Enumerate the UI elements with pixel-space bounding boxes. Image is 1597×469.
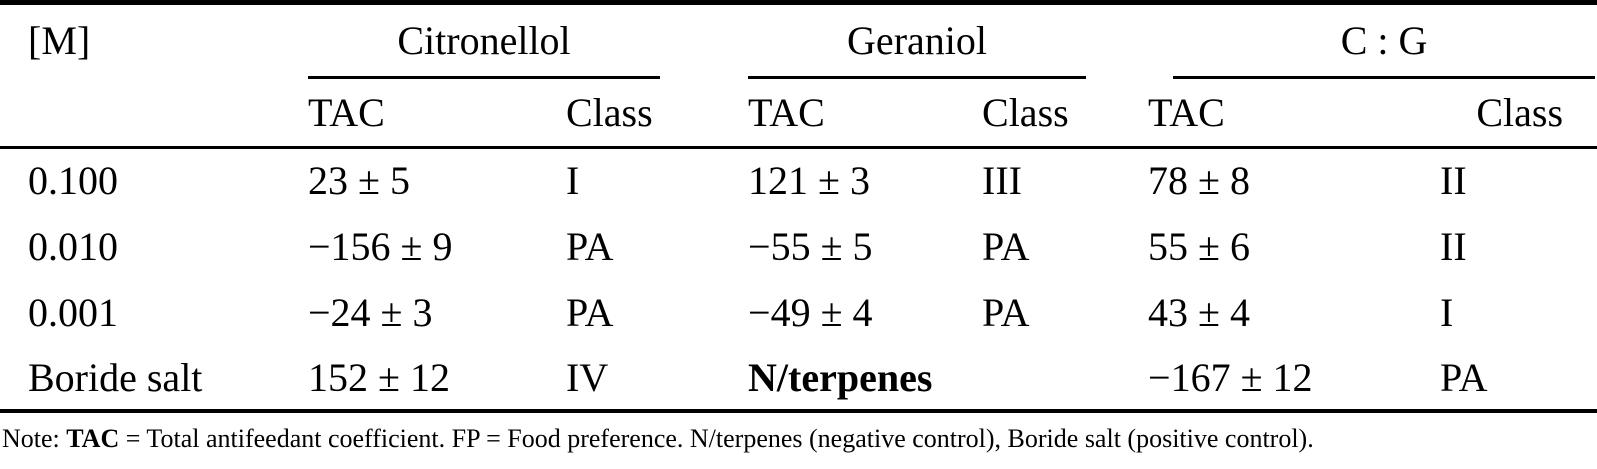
table-row-0010: 0.010 −156 ± 9 PA −55 ± 5 PA 55 ± 6 II <box>0 213 1597 279</box>
subheader-geraniol-tac: TAC <box>748 79 983 149</box>
cg-tac-value: 55 ± 6 <box>1148 223 1250 269</box>
citronellol-tac-value: −24 ± 3 <box>308 289 433 335</box>
citronellol-class-value: I <box>566 158 580 204</box>
group-label-citronellol: Citronellol <box>308 5 661 79</box>
cg-class-value: I <box>1440 289 1454 335</box>
cg-class-value: II <box>1440 158 1467 204</box>
group-header-citronellol: Citronellol <box>308 3 748 79</box>
row-label: 0.010 <box>28 223 118 269</box>
subheader-cg-class: Class <box>1440 79 1597 149</box>
row-label: 0.100 <box>28 158 118 204</box>
table-note: Note: TAC = Total antifeedant coefficien… <box>0 420 1597 458</box>
group-label-geraniol: Geraniol <box>748 5 1087 79</box>
geraniol-tac-value: 121 ± 3 <box>748 158 870 204</box>
table-row-boride-salt: Boride salt 152 ± 12 IV N/terpenes −167 … <box>0 345 1597 413</box>
geraniol-tac-value: −49 ± 4 <box>748 289 873 335</box>
subheader-geraniol-class: Class <box>982 79 1149 149</box>
cg-tac-value: 78 ± 8 <box>1148 158 1250 204</box>
geraniol-merged-value: N/terpenes <box>748 345 1149 413</box>
note-prefix: Note: <box>2 424 67 453</box>
row-label: Boride salt <box>0 345 308 413</box>
table-row-0001: 0.001 −24 ± 3 PA −49 ± 4 PA 43 ± 4 I <box>0 279 1597 345</box>
cg-tac-value: 43 ± 4 <box>1148 289 1250 335</box>
citronellol-class-value: PA <box>566 289 614 335</box>
citronellol-tac-value: −156 ± 9 <box>308 223 453 269</box>
cg-class-value: PA <box>1440 345 1597 413</box>
note-bold-term: TAC <box>66 424 120 453</box>
row-label: 0.001 <box>28 289 118 335</box>
geraniol-class-value: PA <box>982 289 1030 335</box>
corner-header-molarity: [M] <box>0 2 308 149</box>
geraniol-tac-value: −55 ± 5 <box>748 223 873 269</box>
cg-tac-value: −167 ± 12 <box>1148 345 1441 413</box>
group-header-geraniol: Geraniol <box>748 3 1148 79</box>
subheader-citronellol-tac: TAC <box>308 79 566 149</box>
note-rest: = Total antifeedant coefficient. FP = Fo… <box>119 424 1314 453</box>
table-row-0100: 0.100 23 ± 5 I 121 ± 3 III 78 ± 8 II <box>0 147 1597 213</box>
group-header-row: [M] Citronellol Geraniol C : G <box>0 2 1597 149</box>
citronellol-class-value: IV <box>566 345 749 413</box>
citronellol-tac-value: 152 ± 12 <box>308 345 566 413</box>
results-table: [M] Citronellol Geraniol C : G TAC Class… <box>0 0 1597 413</box>
citronellol-tac-value: 23 ± 5 <box>308 158 410 204</box>
subheader-cg-tac: TAC <box>1148 79 1441 149</box>
group-header-cg-ratio: C : G <box>1148 3 1597 79</box>
subheader-citronellol-class: Class <box>566 79 749 149</box>
citronellol-class-value: PA <box>566 223 614 269</box>
geraniol-class-value: III <box>982 158 1022 204</box>
cg-class-value: II <box>1440 223 1467 269</box>
geraniol-class-value: PA <box>982 223 1030 269</box>
sub-header-row: TAC Class TAC Class TAC Class <box>0 79 1597 149</box>
group-label-cg-ratio: C : G <box>1173 5 1596 79</box>
